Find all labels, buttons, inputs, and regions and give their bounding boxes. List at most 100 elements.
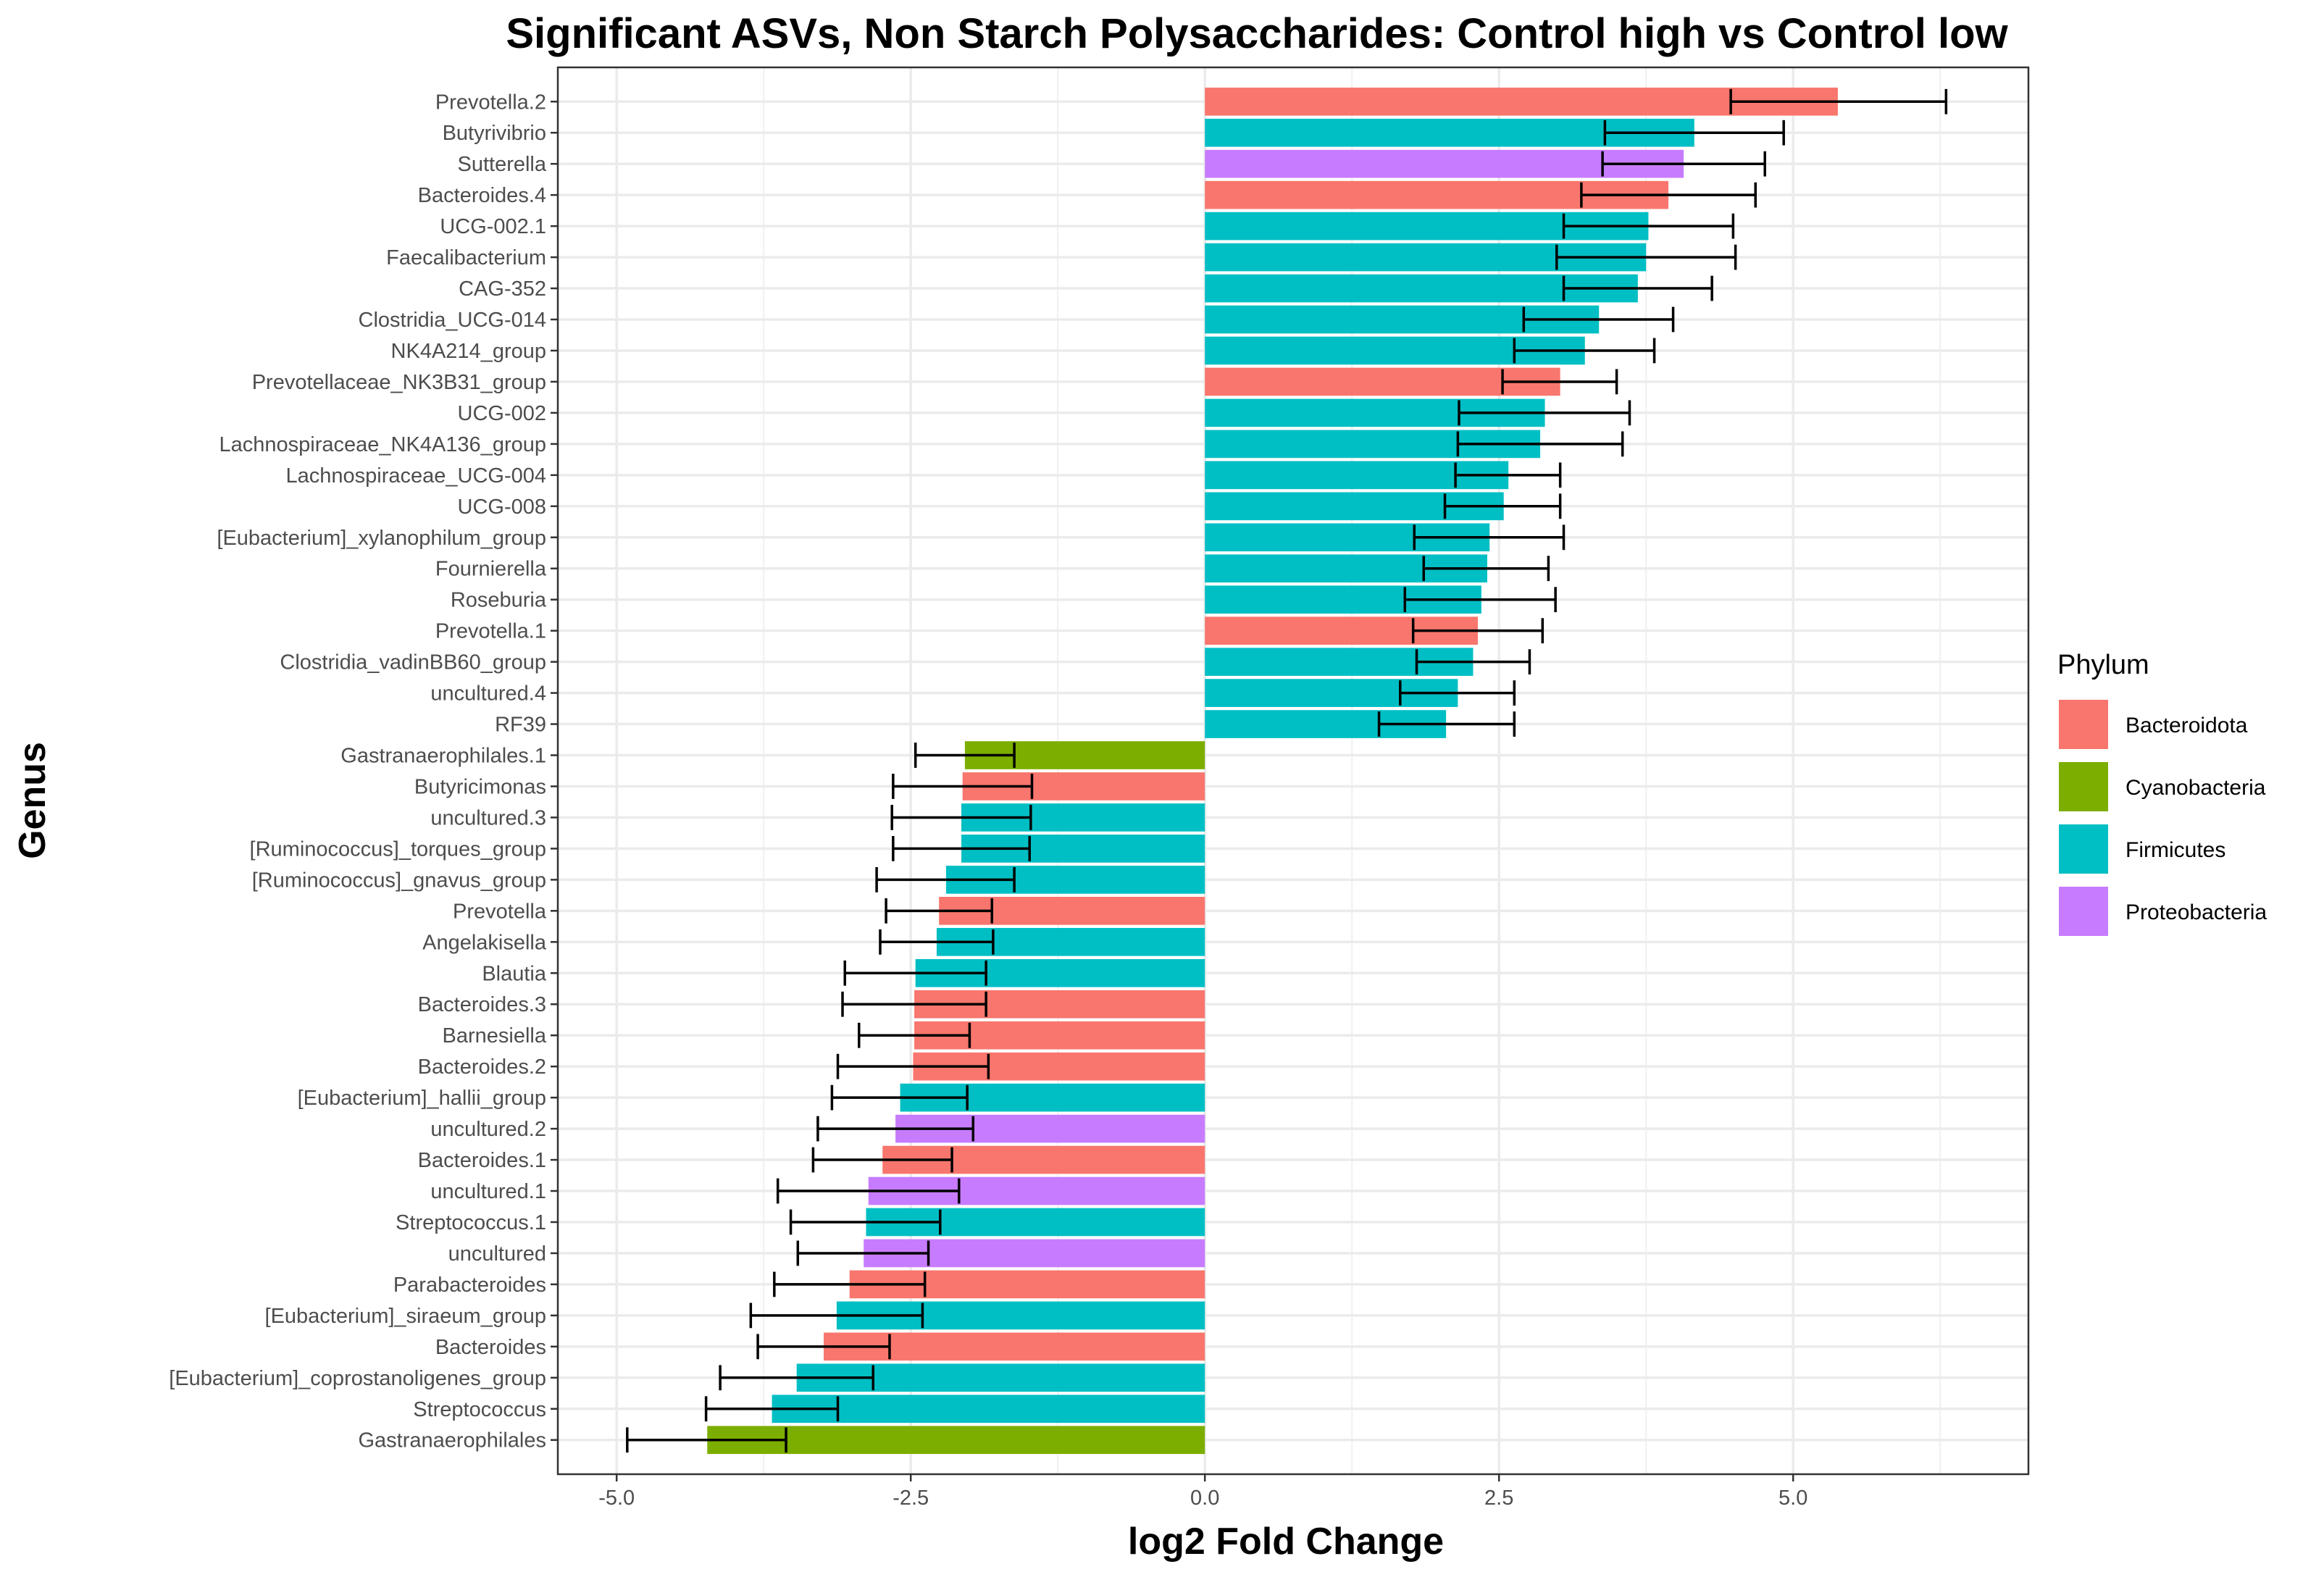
y-tick-label: Streptococcus.1 <box>396 1211 546 1234</box>
error-bar <box>811 1147 953 1173</box>
error-bar <box>816 1116 975 1142</box>
y-tick-label: uncultured <box>448 1242 546 1266</box>
error-bar <box>626 1427 787 1453</box>
x-tick-label: 5.0 <box>1778 1487 1807 1510</box>
x-axis: -5.0 -2.5 0.0 2.5 5.0 <box>598 1474 1807 1510</box>
x-tick-label: -2.5 <box>893 1487 929 1510</box>
y-tick-label: Lachnospiraceae_UCG-004 <box>286 464 547 488</box>
legend-label: Cyanobacteria <box>2126 776 2266 800</box>
legend-key <box>2059 762 2108 811</box>
y-tick-label: UCG-008 <box>458 496 547 519</box>
y-tick-label: Prevotella.1 <box>435 620 546 643</box>
y-tick-label: Sutterella <box>457 153 546 176</box>
x-axis-title: log2 Fold Change <box>1128 1521 1444 1563</box>
y-axis: Prevotella.2 Butyrivibrio Sutterella Bacter… <box>169 91 558 1452</box>
error-bar <box>1555 244 1737 270</box>
legend-key <box>2059 887 2108 936</box>
y-tick-label: Butyricimonas <box>414 775 546 798</box>
legend: Phylum Bacteroidota Cyanobacteria Firmicut… <box>2057 650 2267 936</box>
y-tick-label: [Eubacterium]_coprostanoligenes_group <box>169 1367 546 1390</box>
y-tick-label: CAG-352 <box>459 277 546 301</box>
error-bar <box>776 1178 961 1204</box>
error-bar <box>1601 151 1766 177</box>
error-bar <box>719 1365 874 1391</box>
error-bar <box>1522 306 1675 333</box>
error-bar <box>1580 182 1757 208</box>
error-bar <box>830 1084 969 1111</box>
bar <box>707 1426 1205 1455</box>
y-tick-label: Parabacteroides <box>393 1274 546 1297</box>
error-bar <box>1399 680 1516 706</box>
x-tick-label: -5.0 <box>598 1487 635 1510</box>
y-axis-title: Genus <box>12 742 54 859</box>
error-bar <box>1562 213 1735 239</box>
error-bar <box>892 836 1031 861</box>
y-tick-label: Bacteroides.3 <box>418 993 546 1016</box>
bar <box>1205 367 1560 396</box>
errorbars-layer <box>626 88 1948 1453</box>
y-tick-label: UCG-002 <box>458 402 547 425</box>
y-tick-label: Lachnospiraceae_NK4A136_group <box>220 433 546 456</box>
error-bar <box>1513 338 1656 364</box>
error-bar <box>1456 431 1624 457</box>
y-tick-label: [Ruminococcus]_gnavus_group <box>252 869 546 892</box>
error-bar <box>1443 493 1562 519</box>
legend-label: Proteobacteria <box>2126 900 2267 924</box>
y-tick-label: [Eubacterium]_hallii_group <box>298 1087 546 1110</box>
x-tick-label: 2.5 <box>1484 1487 1513 1510</box>
legend-key <box>2059 700 2108 749</box>
y-tick-label: Clostridia_vadinBB60_group <box>280 651 546 674</box>
error-bar <box>704 1396 840 1422</box>
error-bar <box>789 1209 942 1235</box>
error-bar <box>843 960 987 986</box>
y-tick-label: Barnesiella <box>443 1024 547 1048</box>
y-tick-label: Gastranaerophilales.1 <box>340 745 546 768</box>
y-tick-label: Prevotella <box>453 900 547 923</box>
error-bar <box>1454 462 1562 488</box>
y-tick-label: NK4A214_group <box>391 340 546 363</box>
error-bar <box>879 929 995 955</box>
bar <box>772 1395 1205 1423</box>
error-bar <box>892 774 1034 799</box>
y-tick-label: Angelakisella <box>422 931 547 954</box>
chart-title: Significant ASVs, Non Starch Polysacchar… <box>506 10 2008 57</box>
error-bar <box>841 991 987 1017</box>
y-tick-label: uncultured.3 <box>430 806 546 829</box>
error-bar <box>1729 88 1948 114</box>
error-bar <box>1562 275 1713 301</box>
y-tick-label: UCG-002.1 <box>440 215 546 238</box>
error-bar <box>1458 400 1631 426</box>
x-tick-label: 0.0 <box>1190 1487 1219 1510</box>
y-tick-label: Clostridia_UCG-014 <box>359 309 547 332</box>
legend-title: Phylum <box>2057 650 2149 680</box>
y-tick-label: Prevotella.2 <box>435 91 546 114</box>
error-bar <box>773 1271 927 1297</box>
error-bar <box>1403 587 1557 613</box>
error-bar <box>749 1303 924 1329</box>
y-tick-label: [Eubacterium]_siraeum_group <box>265 1305 546 1328</box>
y-tick-label: Gastranaerophilales <box>358 1429 546 1452</box>
y-tick-label: uncultured.4 <box>430 682 546 706</box>
error-bar <box>857 1022 971 1048</box>
error-bar <box>885 898 994 924</box>
legend-label: Bacteroidota <box>2126 714 2248 737</box>
y-tick-label: Bacteroides.4 <box>418 184 546 207</box>
y-tick-label: Prevotellaceae_NK3B31_group <box>252 371 546 394</box>
y-tick-label: uncultured.2 <box>430 1118 546 1141</box>
error-bar <box>1411 618 1545 644</box>
error-bar <box>1415 649 1531 675</box>
error-bar <box>1413 524 1566 551</box>
y-tick-label: uncultured.1 <box>430 1180 546 1203</box>
error-bar <box>1501 369 1618 395</box>
y-tick-label: Faecalibacterium <box>386 246 546 269</box>
error-bar <box>756 1334 891 1360</box>
legend-key <box>2059 824 2108 874</box>
y-tick-label: Bacteroides <box>435 1336 546 1359</box>
error-bar <box>1422 556 1550 582</box>
y-tick-label: Streptococcus <box>413 1398 546 1421</box>
y-tick-label: Bacteroides.2 <box>418 1055 546 1079</box>
legend-label: Firmicutes <box>2126 838 2225 862</box>
error-bar <box>875 866 1016 892</box>
plot-panel-border <box>556 66 2030 1476</box>
